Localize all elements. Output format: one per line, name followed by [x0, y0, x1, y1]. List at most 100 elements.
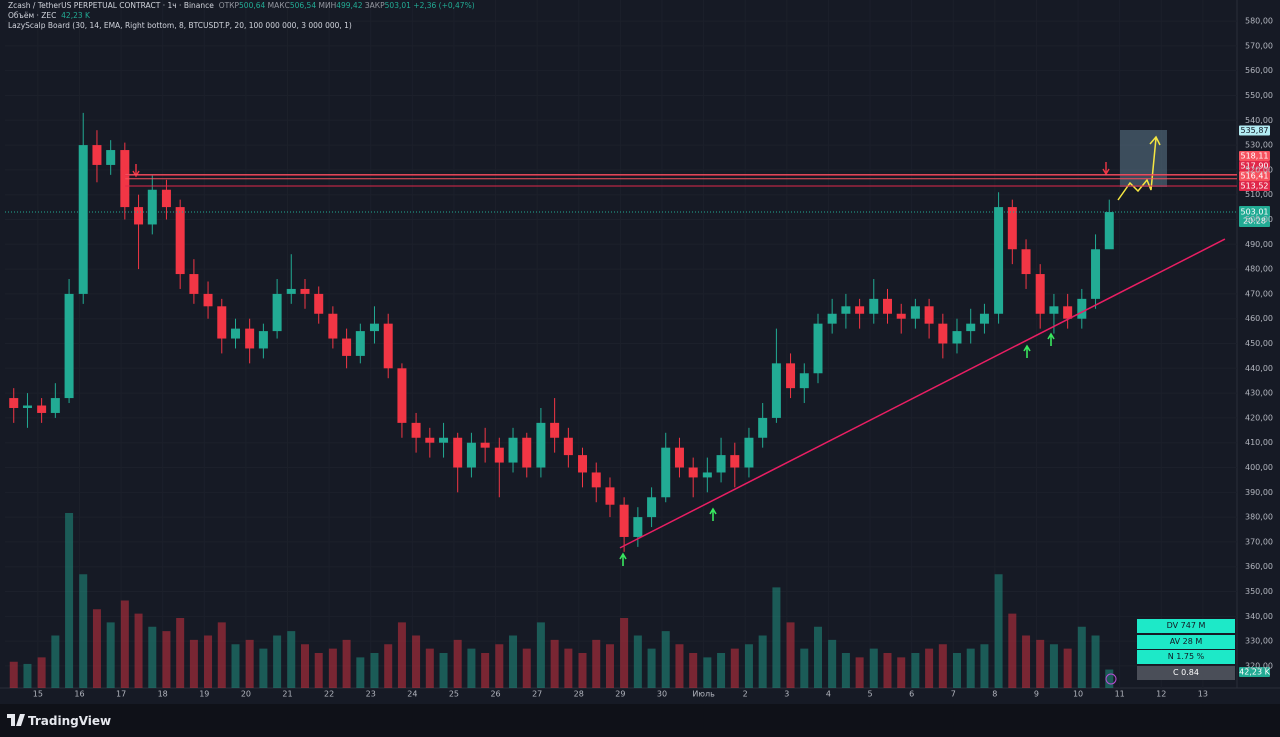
candle-body: [605, 487, 615, 505]
level-tag: [1239, 170, 1270, 181]
y-tick-label: 560,00: [1245, 66, 1273, 75]
candle-body: [355, 331, 365, 356]
volume-bar: [9, 661, 18, 688]
volume-bar: [23, 663, 32, 688]
x-tick-label: 29: [615, 690, 625, 699]
x-tick-label: 10: [1073, 690, 1083, 699]
symbol: Zcash / TetherUS PERPETUAL CONTRACT · 1ч…: [8, 1, 214, 10]
level-tag: [1239, 180, 1270, 191]
y-tick-label: 330,00: [1245, 637, 1273, 646]
candles: [9, 112, 1114, 552]
y-tick-label: 510,00: [1245, 190, 1273, 199]
candle-body: [258, 331, 268, 349]
candle-body: [175, 207, 185, 275]
y-tick-label: 430,00: [1245, 389, 1273, 398]
volume-bar: [495, 644, 504, 688]
ohlc-value: 503,01: [384, 1, 411, 10]
board-row: DV 747 M: [1137, 619, 1235, 633]
volume-bar: [897, 657, 906, 688]
y-tick-label: 370,00: [1245, 537, 1273, 546]
ohlc: ОТКР500,64 МАКС506,54 МИН499,42 ЗАКР503,…: [219, 1, 414, 10]
candle-body: [1049, 306, 1059, 314]
volume-bar: [647, 648, 656, 688]
candle-body: [786, 363, 796, 389]
ohlc-value: 499,42: [336, 1, 363, 10]
candle-body: [578, 455, 588, 473]
candle-body: [522, 437, 532, 468]
volume-bar: [231, 644, 240, 688]
last-price-tag: [1239, 206, 1270, 228]
candle-body: [1035, 274, 1045, 314]
volume-bar: [328, 648, 337, 688]
candle-body: [536, 422, 546, 468]
volume-bar: [509, 635, 518, 688]
x-tick-label: 7: [951, 690, 956, 699]
candle-body: [910, 306, 920, 319]
level-tag: [1239, 160, 1270, 171]
volume-bar: [911, 653, 920, 688]
candle-body: [161, 189, 171, 208]
candle-body: [106, 150, 116, 165]
candle-body: [633, 517, 643, 537]
volume-bar: [814, 626, 823, 688]
candle-body: [231, 328, 241, 339]
candle-body: [78, 145, 88, 294]
x-tick-label: 18: [158, 690, 168, 699]
volume-bar: [148, 626, 157, 688]
y-tick-label: 380,00: [1245, 513, 1273, 522]
candle-body: [92, 145, 102, 165]
volume-bar: [564, 648, 573, 688]
candle-body: [550, 422, 560, 438]
candle-body: [1021, 249, 1031, 275]
candle-body: [771, 363, 781, 418]
level-tag: [1239, 150, 1270, 161]
candle-body: [397, 368, 407, 423]
buy-arrow: [619, 552, 627, 566]
x-tick-label: 6: [909, 690, 914, 699]
buy-arrow: [1047, 332, 1055, 346]
candle-body: [744, 437, 754, 468]
y-tick-label: 350,00: [1245, 587, 1273, 596]
volume-bar: [1077, 626, 1086, 688]
y-tick-label: 420,00: [1245, 413, 1273, 422]
volume-bar: [1091, 635, 1100, 688]
sell-arrow: [132, 164, 140, 178]
volume-bar: [176, 618, 185, 688]
y-tick-label: 540,00: [1245, 116, 1273, 125]
volume-value: 42,23 K: [61, 11, 90, 20]
volume-bar: [37, 657, 46, 688]
candle-body: [50, 398, 60, 413]
candle-body: [1104, 212, 1114, 250]
ohlc-key: МИН: [318, 1, 337, 10]
volume-bar: [800, 648, 809, 688]
volume-tag: [1239, 667, 1270, 677]
volume-bar: [980, 644, 989, 688]
alert-icon[interactable]: [1105, 673, 1117, 685]
candle-body: [841, 306, 851, 314]
x-tick-label: 15: [33, 690, 43, 699]
volume-bar: [162, 631, 171, 688]
candle-body: [882, 298, 892, 314]
volume-bar: [134, 613, 143, 688]
candle-body: [869, 298, 879, 314]
volume-bar: [300, 644, 309, 688]
legend-indicator: LazyScalp Board (30, 14, EMA, Right bott…: [8, 21, 352, 31]
volume-bar: [620, 618, 629, 688]
candle-body: [383, 323, 393, 369]
x-tick-label: Июль: [692, 690, 715, 699]
candle-body: [342, 338, 352, 356]
y-tick-label: 570,00: [1245, 41, 1273, 50]
volume-bar: [287, 631, 296, 688]
volume-bar: [605, 644, 614, 688]
level-label: 518,11: [1241, 151, 1269, 160]
x-tick-label: 5: [867, 690, 872, 699]
target-label: 535,87: [1241, 126, 1269, 135]
volume-bar: [1036, 639, 1045, 688]
volume-bar: [453, 639, 462, 688]
volume-tag-label: 42,23 K: [1239, 668, 1270, 677]
volume-bar: [79, 574, 88, 688]
y-tick-label: 490,00: [1245, 240, 1273, 249]
y-tick-label: 520,00: [1245, 165, 1273, 174]
volume-bar: [661, 631, 670, 688]
x-tick-label: 8: [992, 690, 997, 699]
